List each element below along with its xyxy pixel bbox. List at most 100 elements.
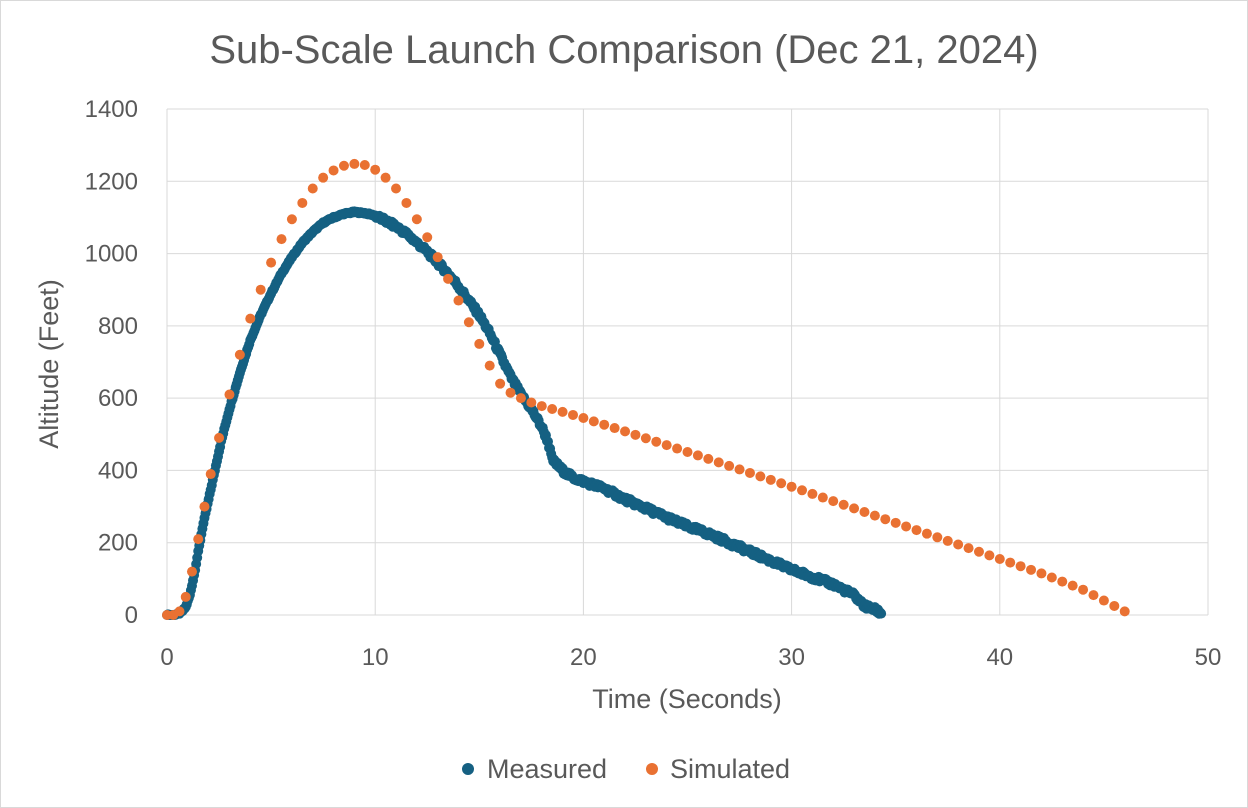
legend-label-measured: Measured bbox=[487, 754, 607, 784]
point-simulated bbox=[495, 378, 506, 389]
point-simulated bbox=[338, 160, 349, 171]
point-simulated bbox=[224, 389, 235, 400]
point-simulated bbox=[1005, 557, 1016, 568]
point-simulated bbox=[786, 481, 797, 492]
x-tick-label: 50 bbox=[1195, 644, 1222, 671]
point-simulated bbox=[297, 197, 308, 208]
legend-marker-measured bbox=[462, 763, 474, 775]
point-simulated bbox=[515, 393, 526, 404]
point-simulated bbox=[890, 517, 901, 528]
x-axis-label: Time (Seconds) bbox=[592, 684, 782, 714]
point-simulated bbox=[651, 436, 662, 447]
point-simulated bbox=[401, 197, 412, 208]
point-simulated bbox=[984, 550, 995, 561]
point-simulated bbox=[869, 510, 880, 521]
point-simulated bbox=[838, 499, 849, 510]
point-simulated bbox=[692, 450, 703, 461]
point-simulated bbox=[484, 360, 495, 371]
point-simulated bbox=[422, 232, 433, 243]
point-simulated bbox=[921, 528, 932, 539]
point-simulated bbox=[307, 183, 318, 194]
x-tick-label: 30 bbox=[778, 644, 805, 671]
point-simulated bbox=[1119, 606, 1130, 617]
y-tick-label: 800 bbox=[98, 313, 138, 340]
point-simulated bbox=[640, 433, 651, 444]
point-simulated bbox=[505, 387, 516, 398]
y-tick-label: 1000 bbox=[85, 241, 138, 268]
point-simulated bbox=[588, 416, 599, 427]
point-simulated bbox=[578, 413, 589, 424]
point-simulated bbox=[557, 406, 568, 417]
point-measured bbox=[876, 608, 887, 619]
point-simulated bbox=[526, 397, 537, 408]
point-simulated bbox=[797, 485, 808, 496]
y-tick-label: 200 bbox=[98, 530, 138, 557]
point-simulated bbox=[391, 183, 402, 194]
point-simulated bbox=[411, 214, 422, 225]
point-simulated bbox=[776, 478, 787, 489]
point-simulated bbox=[174, 606, 185, 617]
point-simulated bbox=[180, 591, 191, 602]
x-axis-ticks: 0 10 20 30 40 50 bbox=[160, 644, 1221, 671]
point-simulated bbox=[880, 514, 891, 525]
point-simulated bbox=[536, 401, 547, 412]
point-simulated bbox=[724, 460, 735, 471]
y-tick-label: 0 bbox=[125, 602, 138, 629]
point-simulated bbox=[1078, 584, 1089, 595]
point-simulated bbox=[630, 429, 641, 440]
point-simulated bbox=[186, 566, 197, 577]
point-simulated bbox=[443, 273, 454, 284]
point-simulated bbox=[765, 474, 776, 485]
point-simulated bbox=[1015, 561, 1026, 572]
point-simulated bbox=[1026, 564, 1037, 575]
point-simulated bbox=[755, 471, 766, 482]
point-simulated bbox=[199, 501, 210, 512]
point-simulated bbox=[349, 158, 360, 169]
point-simulated bbox=[828, 496, 839, 507]
point-simulated bbox=[328, 165, 339, 176]
point-simulated bbox=[734, 464, 745, 475]
y-tick-label: 400 bbox=[98, 457, 138, 484]
x-tick-label: 10 bbox=[362, 644, 389, 671]
legend-marker-simulated bbox=[646, 763, 658, 775]
point-simulated bbox=[849, 503, 860, 514]
point-simulated bbox=[599, 419, 610, 430]
point-simulated bbox=[1067, 580, 1078, 591]
point-simulated bbox=[276, 234, 287, 245]
point-simulated bbox=[963, 543, 974, 554]
y-tick-label: 600 bbox=[98, 385, 138, 412]
point-simulated bbox=[807, 488, 818, 499]
point-simulated bbox=[1088, 590, 1099, 601]
point-simulated bbox=[1109, 600, 1120, 611]
point-simulated bbox=[266, 257, 277, 268]
point-simulated bbox=[245, 313, 256, 324]
point-simulated bbox=[911, 525, 922, 536]
point-simulated bbox=[255, 284, 266, 295]
point-simulated bbox=[994, 553, 1005, 564]
point-simulated bbox=[214, 432, 225, 443]
y-axis-label: Altitude (Feet) bbox=[34, 279, 64, 449]
point-simulated bbox=[1046, 572, 1057, 583]
point-simulated bbox=[567, 409, 578, 420]
point-simulated bbox=[942, 535, 953, 546]
point-simulated bbox=[1098, 595, 1109, 606]
x-tick-label: 40 bbox=[986, 644, 1013, 671]
point-simulated bbox=[234, 349, 245, 360]
y-tick-label: 1200 bbox=[85, 168, 138, 195]
point-simulated bbox=[973, 546, 984, 557]
point-simulated bbox=[713, 457, 724, 468]
point-simulated bbox=[205, 469, 216, 480]
y-axis-ticks: 0 200 400 600 800 1000 1200 1400 bbox=[85, 96, 138, 629]
point-simulated bbox=[744, 467, 755, 478]
point-simulated bbox=[682, 446, 693, 457]
point-simulated bbox=[547, 403, 558, 414]
point-simulated bbox=[609, 423, 620, 434]
point-simulated bbox=[859, 506, 870, 517]
chart-title: Sub-Scale Launch Comparison (Dec 21, 202… bbox=[209, 28, 1038, 72]
point-simulated bbox=[318, 172, 329, 183]
series-simulated bbox=[162, 158, 1130, 620]
point-simulated bbox=[953, 539, 964, 550]
point-simulated bbox=[193, 534, 204, 545]
